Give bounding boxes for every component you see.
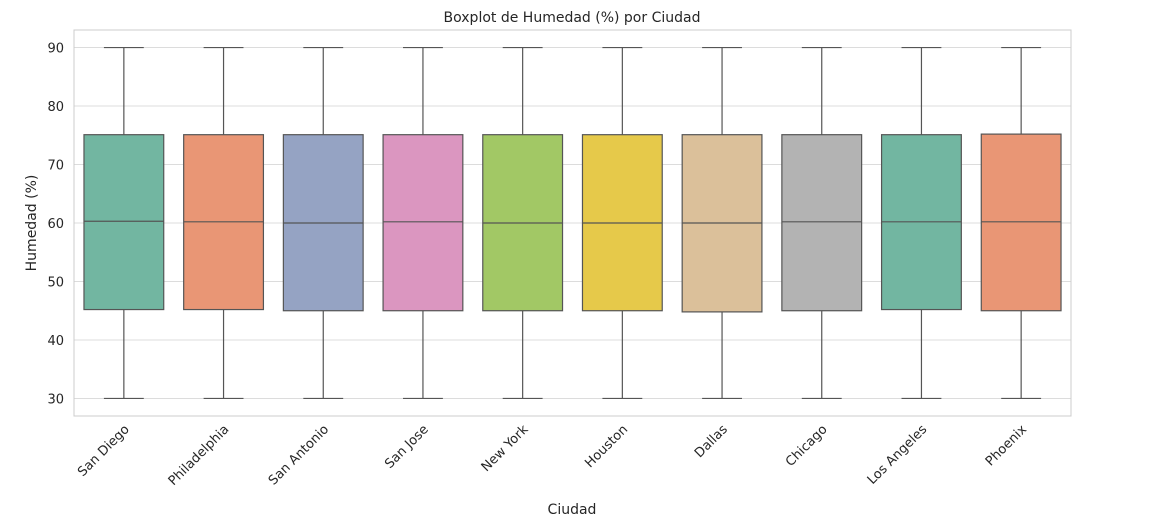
y-tick-labels: 30 40 50 60 70 80 90 bbox=[47, 42, 64, 408]
box-phoenix bbox=[980, 46, 1062, 400]
box-san-antonio bbox=[282, 46, 364, 400]
x-tick-label: Los Angeles bbox=[865, 422, 931, 488]
y-tick-label: 40 bbox=[47, 334, 64, 349]
box-philadelphia bbox=[183, 46, 265, 400]
plot-frame bbox=[73, 29, 1072, 417]
box-chicago bbox=[781, 46, 863, 400]
y-tick-label: 90 bbox=[47, 42, 64, 57]
x-tick-label: Houston bbox=[582, 422, 631, 471]
iqr-box bbox=[83, 134, 165, 311]
y-axis-label: Humedad (%) bbox=[24, 175, 40, 272]
box-san-jose bbox=[382, 46, 464, 400]
y-tick-label: 70 bbox=[47, 159, 64, 174]
box-san-diego bbox=[83, 46, 165, 400]
y-tick-label: 80 bbox=[47, 100, 64, 115]
y-tick-label: 60 bbox=[47, 217, 64, 232]
box-new-york bbox=[482, 46, 564, 400]
box-dallas bbox=[681, 46, 763, 400]
x-tick-label: Phoenix bbox=[983, 422, 1030, 469]
x-tick-label: New York bbox=[479, 422, 532, 475]
x-tick-label: Philadelphia bbox=[166, 422, 233, 489]
x-tick-label: Dallas bbox=[692, 422, 731, 461]
iqr-box bbox=[382, 134, 464, 312]
x-tick-label: Chicago bbox=[783, 422, 831, 470]
y-tick-label: 50 bbox=[47, 275, 64, 290]
x-tick-labels: San Diego Philadelphia San Antonio San Jose… bbox=[75, 422, 1030, 489]
x-axis-label: Ciudad bbox=[548, 502, 597, 518]
x-tick-label: San Antonio bbox=[266, 422, 332, 488]
boxes bbox=[83, 46, 1062, 400]
chart-title: Boxplot de Humedad (%) por Ciudad bbox=[444, 10, 701, 26]
x-tick-label: San Jose bbox=[382, 422, 432, 472]
x-tick-label: San Diego bbox=[75, 422, 133, 480]
iqr-box bbox=[781, 134, 863, 312]
box-los-angeles bbox=[880, 46, 962, 400]
box-houston bbox=[581, 46, 663, 400]
y-tick-label: 30 bbox=[47, 392, 64, 407]
